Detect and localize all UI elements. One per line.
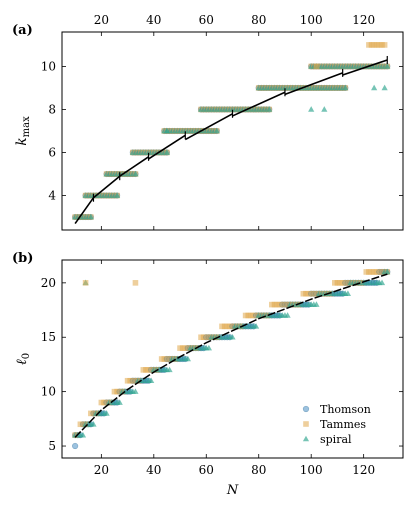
y-axis-label-sub: max [21, 116, 32, 137]
y-tick-label: 5 [48, 439, 56, 453]
spiral-point [253, 323, 260, 329]
plot-frame [61, 259, 404, 459]
panel-a: 20 40 60 80 100 120 4 6 8 10 (a) kmax [12, 13, 404, 231]
panel-b: 20 40 60 80 100 120 5 10 15 20 (b) ℓ0 N Thomson Tammes… [12, 251, 404, 498]
legend-label-thomson: Thomson [320, 403, 371, 416]
x-tick-label: 100 [300, 13, 323, 27]
y-axis-label: kmax [14, 116, 32, 146]
spiral-point [378, 279, 386, 286]
y-axis-label: ℓ0 [14, 353, 32, 365]
fit-line-segment [148, 134, 186, 160]
fit-line-segment [92, 175, 121, 199]
fit-curve [74, 273, 388, 438]
legend-label-tammes: Tammes [320, 418, 366, 431]
spiral-point [284, 312, 291, 318]
fit-line-segment [284, 72, 343, 96]
thomson-point [72, 442, 79, 450]
spiral-point [302, 435, 310, 442]
x-tick-label: 60 [199, 13, 214, 27]
y-tick-label: 20 [41, 276, 56, 290]
spiral-point [381, 84, 388, 91]
y-tick-label: 15 [41, 330, 56, 344]
plot-frame [61, 31, 404, 231]
fit-line-segment [74, 197, 95, 225]
spiral-point [342, 84, 349, 91]
x-tick-label: 40 [146, 13, 161, 27]
spiral-point [113, 192, 121, 198]
legend-label-spiral: spiral [320, 433, 352, 446]
panel-label: (b) [12, 251, 33, 266]
spiral-point [148, 377, 155, 384]
legend: Thomson Tammes spiral [302, 403, 371, 446]
spiral-point [266, 106, 273, 112]
spiral-point [103, 410, 110, 416]
tammes-point [132, 280, 139, 286]
spiral-point [321, 106, 328, 112]
y-axis-label-main: k [14, 137, 30, 145]
y-tick-label: 10 [41, 385, 56, 399]
spiral-point [205, 344, 212, 351]
spiral-point [163, 127, 171, 134]
spiral-point [213, 127, 220, 134]
spiral-point [90, 420, 97, 427]
x-tick-label: 120 [352, 463, 375, 477]
x-axis-label: N [226, 483, 239, 498]
spiral-point [344, 290, 352, 297]
tammes-point [82, 280, 89, 286]
spiral-point [132, 388, 139, 394]
x-tick-label: 100 [300, 463, 323, 477]
spiral-point [79, 431, 87, 438]
spiral-point [132, 170, 139, 177]
y-axis-label-main: ℓ [14, 359, 30, 365]
x-tick-label: 40 [146, 463, 161, 477]
spiral-point [166, 366, 173, 373]
tammes-point [303, 421, 309, 427]
spiral-point [384, 268, 391, 275]
spiral-point [371, 84, 378, 91]
spiral-point [116, 399, 123, 405]
x-tick-label: 80 [251, 463, 266, 477]
y-tick-label: 10 [41, 59, 56, 73]
thomson-point [302, 405, 310, 413]
spiral-point [87, 213, 94, 220]
x-tick-label: 60 [199, 463, 214, 477]
spiral-point [384, 63, 391, 69]
spiral-point [163, 149, 171, 155]
y-tick-label: 4 [48, 189, 56, 203]
x-tick-label: 120 [352, 13, 375, 27]
panel-label: (a) [12, 23, 33, 38]
x-tick-label: 80 [251, 13, 266, 27]
spiral-point [313, 301, 320, 307]
data-points [72, 42, 391, 221]
y-tick-label: 8 [48, 102, 56, 116]
y-tick-label: 6 [48, 146, 56, 160]
tammes-point [381, 42, 388, 48]
fit-line-segment [184, 113, 233, 141]
spiral-point [308, 106, 315, 112]
y-axis-label-sub: 0 [21, 353, 32, 359]
fit-line-segment [119, 156, 150, 177]
fit-line-segment [232, 91, 286, 117]
tammes-point [313, 63, 320, 70]
fit-line-segment [342, 59, 388, 76]
x-tick-label: 20 [94, 463, 109, 477]
spiral-point [184, 355, 192, 362]
spiral-point [229, 333, 236, 340]
x-tick-label: 20 [94, 13, 109, 27]
